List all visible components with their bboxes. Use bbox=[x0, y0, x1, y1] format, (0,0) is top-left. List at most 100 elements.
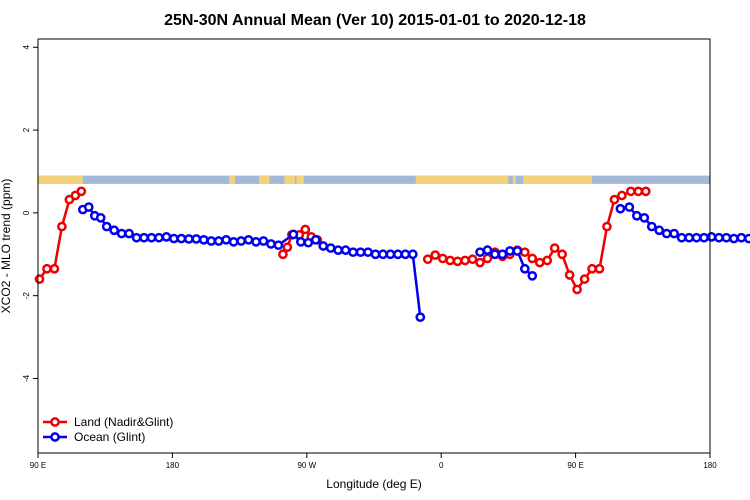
data-point bbox=[684, 232, 694, 243]
data-point bbox=[452, 256, 463, 267]
ocean-strip bbox=[38, 175, 710, 184]
data-point bbox=[743, 233, 750, 244]
x-tick-label: 90 E bbox=[30, 461, 46, 470]
y-tick-label: -2 bbox=[22, 292, 31, 300]
data-point bbox=[348, 247, 358, 258]
x-axis: 90 E 180 90 W 0 90 E 180 bbox=[30, 453, 717, 470]
chart-title: 25N-30N Annual Mean (Ver 10) 2015-01-01 … bbox=[164, 12, 586, 29]
data-point bbox=[633, 186, 644, 197]
data-point bbox=[198, 234, 209, 245]
data-point bbox=[594, 263, 605, 274]
data-point bbox=[363, 247, 373, 258]
data-point bbox=[615, 203, 626, 214]
land-strip-segment bbox=[38, 175, 83, 184]
data-point bbox=[288, 229, 299, 240]
data-point bbox=[467, 254, 478, 265]
legend-marker bbox=[50, 432, 60, 442]
data-point bbox=[146, 232, 157, 243]
data-point bbox=[83, 202, 94, 212]
data-point bbox=[258, 236, 269, 246]
legend-label: Land (Nadir&Glint) bbox=[74, 415, 173, 429]
data-point bbox=[183, 234, 194, 244]
data-point bbox=[191, 234, 202, 244]
data-point bbox=[729, 233, 739, 244]
land-strip-segment bbox=[296, 175, 304, 184]
data-point bbox=[139, 232, 149, 243]
data-point bbox=[676, 232, 687, 243]
data-point bbox=[340, 245, 351, 255]
y-axis: 4 2 0 -2 -4 bbox=[22, 45, 38, 382]
data-point bbox=[131, 232, 142, 243]
data-point bbox=[475, 247, 485, 258]
land-strip-segment bbox=[415, 175, 509, 184]
legend-label: Ocean (Glint) bbox=[74, 430, 145, 444]
data-point bbox=[482, 253, 493, 264]
data-point bbox=[661, 228, 672, 239]
data-point bbox=[602, 221, 612, 232]
data-point bbox=[640, 186, 651, 197]
data-point bbox=[646, 221, 657, 232]
data-point bbox=[542, 255, 553, 266]
data-point bbox=[626, 186, 636, 197]
data-point bbox=[572, 284, 582, 295]
data-point bbox=[422, 254, 433, 265]
series-group bbox=[34, 186, 750, 323]
y-tick-label: 2 bbox=[22, 127, 31, 132]
data-point bbox=[639, 212, 650, 223]
data-point bbox=[512, 246, 523, 256]
land-strip-segment bbox=[523, 175, 593, 184]
data-point bbox=[76, 186, 87, 197]
data-point bbox=[42, 263, 52, 274]
data-point bbox=[278, 249, 288, 260]
data-point bbox=[407, 249, 418, 260]
x-tick-label: 0 bbox=[439, 461, 444, 470]
data-point bbox=[318, 241, 329, 251]
data-point bbox=[213, 236, 224, 246]
data-point bbox=[557, 249, 568, 260]
data-point bbox=[49, 263, 60, 274]
data-point bbox=[490, 249, 500, 260]
data-point bbox=[251, 237, 261, 247]
data-point bbox=[654, 225, 665, 236]
data-point bbox=[460, 255, 470, 266]
data-point bbox=[370, 249, 381, 260]
data-point bbox=[109, 225, 120, 236]
y-tick-label: -4 bbox=[22, 374, 31, 382]
series-line bbox=[82, 205, 422, 318]
series-line bbox=[620, 205, 750, 240]
data-point bbox=[579, 274, 590, 284]
data-point bbox=[333, 245, 344, 255]
data-point bbox=[221, 234, 232, 245]
land-ocean-strip bbox=[38, 175, 710, 184]
data-point bbox=[430, 250, 441, 260]
data-point bbox=[124, 228, 134, 239]
data-point bbox=[475, 257, 485, 268]
data-point bbox=[95, 212, 106, 223]
data-point bbox=[699, 232, 709, 243]
data-point bbox=[609, 194, 620, 205]
land-strip-segment bbox=[284, 175, 295, 184]
land-strip-segment bbox=[512, 175, 516, 184]
data-point bbox=[243, 234, 254, 245]
data-point bbox=[549, 243, 560, 253]
legend: Land (Nadir&Glint)Ocean (Glint) bbox=[43, 415, 173, 444]
data-point bbox=[437, 253, 448, 264]
data-point bbox=[300, 224, 311, 235]
data-point bbox=[236, 236, 246, 246]
plot-frame bbox=[37, 38, 711, 454]
data-point bbox=[176, 233, 187, 244]
data-point bbox=[116, 228, 127, 239]
y-axis-label: XCO2 - MLO trend (ppm) bbox=[0, 179, 13, 314]
x-tick-label: 90 E bbox=[567, 461, 583, 470]
data-point bbox=[34, 274, 45, 284]
data-point bbox=[617, 190, 627, 201]
data-point bbox=[624, 202, 635, 212]
data-point bbox=[169, 233, 179, 244]
data-point bbox=[564, 270, 575, 280]
data-point bbox=[378, 249, 388, 260]
data-point bbox=[266, 239, 276, 249]
data-point bbox=[587, 263, 597, 274]
legend-marker bbox=[50, 417, 60, 427]
data-point bbox=[273, 240, 284, 251]
